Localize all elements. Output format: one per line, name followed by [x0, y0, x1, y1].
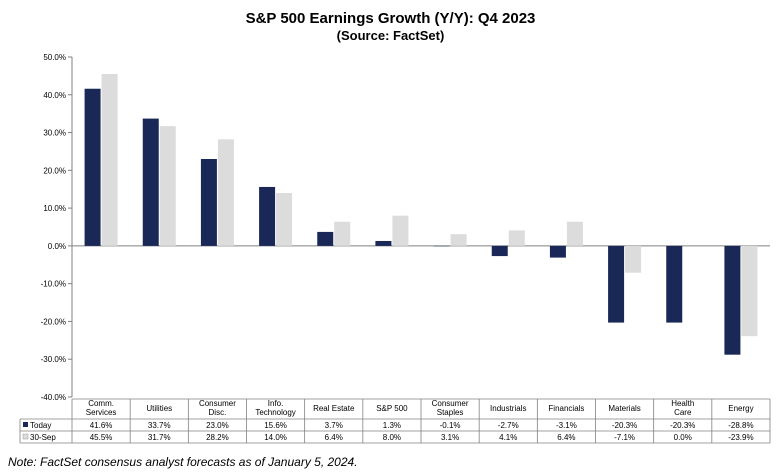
- bar-today: [317, 231, 334, 246]
- bar-today: [608, 245, 625, 323]
- bar-today: [375, 240, 392, 246]
- category-label: Real Estate: [313, 404, 355, 413]
- bar-today: [724, 245, 741, 355]
- data-label: -23.9%: [728, 433, 753, 442]
- category-label: Utilities: [146, 404, 172, 413]
- y-tick-label: -30.0%: [41, 355, 66, 364]
- bar-30-sep: [450, 234, 467, 246]
- bar-today: [666, 245, 683, 323]
- bar-30-sep: [334, 221, 351, 246]
- data-label: 31.7%: [148, 433, 171, 442]
- bar-today: [142, 118, 159, 246]
- data-label: -2.7%: [498, 421, 519, 430]
- y-tick-label: 30.0%: [43, 129, 66, 138]
- chart-title: S&P 500 Earnings Growth (Y/Y): Q4 2023: [245, 10, 536, 27]
- bar-today: [491, 245, 508, 257]
- bar-30-sep: [741, 245, 758, 337]
- category-label: Industrials: [490, 404, 526, 413]
- data-label: 14.0%: [264, 433, 287, 442]
- bar-today: [84, 88, 101, 246]
- data-label: 41.6%: [90, 421, 113, 430]
- bar-30-sep: [392, 215, 409, 246]
- data-label: -7.1%: [614, 433, 635, 442]
- category-label: Info.: [268, 399, 284, 408]
- bar-30-sep: [276, 193, 293, 246]
- y-tick-label: 0.0%: [48, 242, 66, 251]
- bar-today: [259, 186, 276, 246]
- legend-key-today: [23, 422, 28, 427]
- category-label: Materials: [608, 404, 640, 413]
- category-label: Consumer: [432, 399, 469, 408]
- y-tick-label: -20.0%: [41, 317, 66, 326]
- legend-label: 30-Sep: [30, 433, 56, 442]
- bar-30-sep: [159, 126, 176, 246]
- data-label: 8.0%: [383, 433, 401, 442]
- category-label: Care: [674, 408, 692, 417]
- category-label: S&P 500: [376, 404, 408, 413]
- category-label: Technology: [255, 408, 295, 417]
- bar-30-sep: [217, 139, 234, 246]
- data-label: -3.1%: [556, 421, 577, 430]
- category-label: Services: [86, 408, 117, 417]
- bar-today: [200, 159, 217, 246]
- category-label: Health: [671, 399, 694, 408]
- y-tick-label: 10.0%: [43, 204, 66, 213]
- category-label: Staples: [437, 408, 464, 417]
- bar-30-sep: [508, 230, 525, 246]
- data-label: 4.1%: [499, 433, 517, 442]
- data-label: 3.1%: [441, 433, 459, 442]
- y-tick-label: 20.0%: [43, 166, 66, 175]
- legend-key-30-sep: [22, 433, 29, 440]
- data-label: 6.4%: [325, 433, 343, 442]
- chart-note: Note: FactSet consensus analyst forecast…: [8, 455, 358, 469]
- data-label: 15.6%: [264, 421, 287, 430]
- bar-today: [549, 245, 566, 258]
- data-label: 45.5%: [90, 433, 113, 442]
- bar-30-sep: [101, 74, 118, 246]
- data-label: -0.1%: [440, 421, 461, 430]
- data-label: -28.8%: [728, 421, 753, 430]
- bar-30-sep: [566, 221, 583, 246]
- data-label: 33.7%: [148, 421, 171, 430]
- legend-label: Today: [30, 421, 51, 430]
- y-tick-label: -40.0%: [41, 393, 66, 402]
- chart-subtitle: (Source: FactSet): [336, 28, 445, 43]
- y-tick-label: 40.0%: [43, 91, 66, 100]
- data-label: 1.3%: [383, 421, 401, 430]
- data-label: 3.7%: [325, 421, 343, 430]
- category-label: Consumer: [199, 399, 236, 408]
- data-label: -20.3%: [670, 421, 695, 430]
- category-label: Energy: [728, 404, 753, 413]
- category-label: Comm.: [88, 399, 114, 408]
- data-label: 0.0%: [674, 433, 692, 442]
- category-label: Financials: [548, 404, 584, 413]
- y-tick-label: 50.0%: [43, 53, 66, 62]
- data-label: 6.4%: [557, 433, 575, 442]
- bar-30-sep: [625, 245, 642, 273]
- data-label: -20.3%: [612, 421, 637, 430]
- category-label: Disc.: [209, 408, 227, 417]
- y-tick-label: -10.0%: [41, 280, 66, 289]
- data-label: 28.2%: [206, 433, 229, 442]
- data-label: 23.0%: [206, 421, 229, 430]
